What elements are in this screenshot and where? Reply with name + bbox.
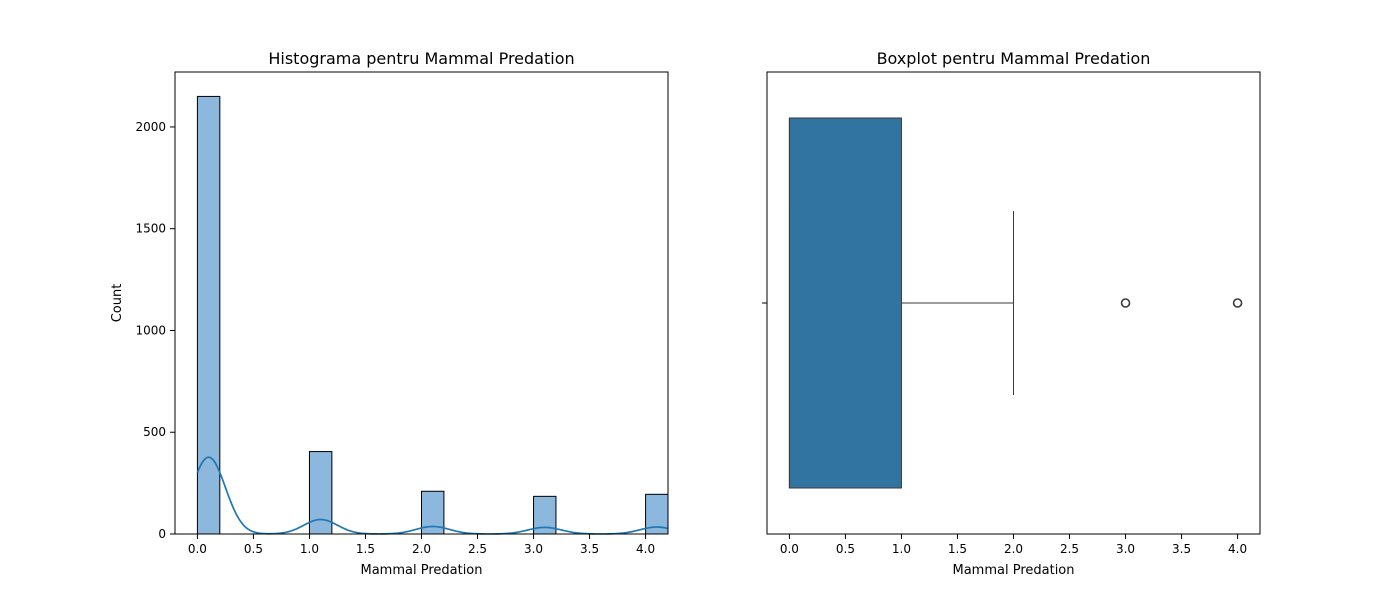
boxplot-x-tick-label: 0.5	[836, 542, 855, 556]
histogram-y-axis-label: Count	[110, 284, 125, 323]
histogram-title: Histograma pentru Mammal Predation	[268, 49, 574, 68]
histogram-x-tick-label: 1.0	[300, 542, 319, 556]
boxplot-box	[788, 117, 902, 489]
boxplot-x-tick-label: 4.0	[1228, 542, 1247, 556]
histogram-x-tick-label: 1.5	[356, 542, 375, 556]
histogram-x-ticks: 0.0 0.5 1.0 1.5 2.0 2.5 3.0 3.5 4.0	[188, 534, 655, 556]
histogram-plot-frame	[174, 71, 669, 535]
histogram-y-tick-label: 1000	[135, 323, 166, 337]
histogram-y-tick-label: 2000	[135, 120, 166, 134]
boxplot-x-axis-label: Mammal Predation	[952, 563, 1074, 578]
boxplot-x-tick-label: 2.0	[1004, 542, 1023, 556]
histogram-y-tick-label: 500	[143, 425, 166, 439]
boxplot-outlier	[1120, 298, 1131, 308]
histogram-x-tick-label: 2.5	[468, 542, 487, 556]
boxplot-x-tick-label: 2.5	[1060, 542, 1079, 556]
boxplot-elements	[788, 117, 1243, 489]
histogram-y-tick-label: 0	[158, 527, 166, 541]
boxplot-title: Boxplot pentru Mammal Predation	[877, 49, 1151, 68]
histogram-bars	[196, 95, 669, 535]
boxplot-x-tick-label: 1.5	[948, 542, 967, 556]
boxplot-x-tick-label: 1.0	[892, 542, 911, 556]
histogram-bar	[196, 95, 221, 535]
boxplot-x-ticks: 0.0 0.5 1.0 1.5 2.0 2.5 3.0 3.5 4.0	[780, 534, 1247, 556]
histogram-x-axis-label: Mammal Predation	[360, 563, 482, 578]
boxplot-x-tick-label: 0.0	[780, 542, 799, 556]
histogram-x-tick-label: 3.5	[580, 542, 599, 556]
histogram-chart: Histograma pentru Mammal Predation 0.0 0.…	[110, 49, 669, 578]
boxplot-chart: Boxplot pentru Mammal Predation 0.0 0.5 1.…	[762, 49, 1261, 578]
histogram-x-tick-label: 4.0	[636, 542, 655, 556]
histogram-x-tick-label: 0.5	[244, 542, 263, 556]
boxplot-outlier	[1232, 298, 1243, 308]
histogram-x-tick-label: 0.0	[188, 542, 207, 556]
histogram-y-ticks: 0 500 1000 1500 2000	[135, 120, 175, 541]
histogram-x-tick-label: 3.0	[524, 542, 543, 556]
boxplot-x-tick-label: 3.0	[1116, 542, 1135, 556]
histogram-y-tick-label: 1500	[135, 222, 166, 236]
boxplot-x-tick-label: 3.5	[1172, 542, 1191, 556]
histogram-x-tick-label: 2.0	[412, 542, 431, 556]
